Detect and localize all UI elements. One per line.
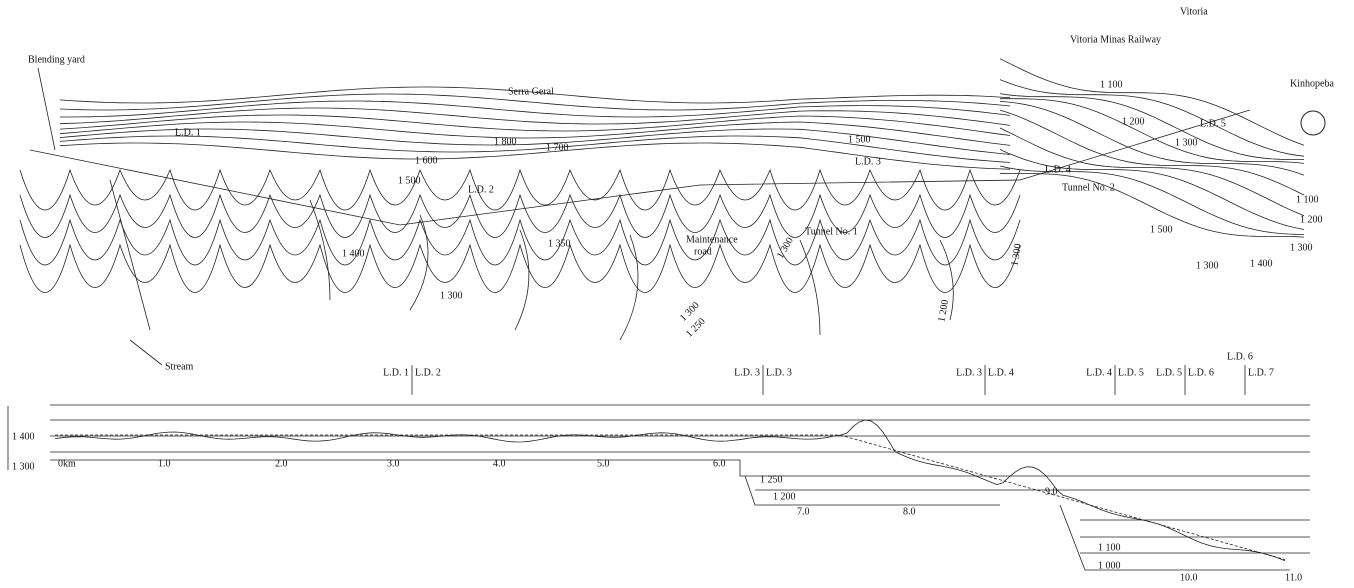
contour	[1000, 110, 1304, 195]
datum-step	[1060, 505, 1290, 570]
distance-label: 0km	[58, 458, 76, 469]
map-label: L.D. 5	[1200, 118, 1226, 129]
map-label: L.D. 3	[855, 156, 881, 167]
datum-step	[740, 460, 1310, 476]
map-label: 1 400	[342, 248, 365, 259]
distance-label: 10.0	[1180, 572, 1198, 583]
distance-label: 3.0	[387, 458, 400, 469]
marker-label: L.D. 1	[383, 367, 409, 378]
map-label: 1 200	[1300, 214, 1323, 225]
map-label: Vitoria	[1180, 6, 1208, 17]
contour	[20, 170, 1020, 210]
map-label: 1 300	[440, 290, 463, 301]
distance-label: 6.0	[713, 458, 726, 469]
contour-lines	[20, 59, 1325, 365]
leader	[130, 340, 162, 365]
map-page: Blending yard Serra Geral 1 800 1 700 1 600 1…	[0, 0, 1354, 588]
contour	[1000, 80, 1304, 157]
contour	[20, 195, 1020, 238]
elevation-label: 1 000	[1098, 560, 1121, 571]
contour	[60, 115, 1010, 136]
marker-label: L.D. 6	[1188, 367, 1214, 378]
distance-label: 5.0	[597, 458, 610, 469]
map-label: Blending yard	[28, 54, 85, 65]
map-label: 1 600	[415, 155, 438, 166]
marker-label: L.D. 6	[1227, 351, 1253, 362]
map-label: Stream	[165, 361, 194, 372]
map-label: Serra Geral	[508, 86, 554, 97]
marker-label: L.D. 2	[415, 367, 441, 378]
marker-label: L.D. 3	[956, 367, 982, 378]
distance-label: 7.0	[797, 506, 810, 517]
map-label: 1 300	[1175, 137, 1198, 148]
contour	[60, 101, 1010, 117]
contour	[20, 245, 1020, 293]
contour	[20, 220, 1020, 265]
distance-label: 4.0	[493, 458, 506, 469]
map-label: 1 200	[936, 299, 951, 323]
map-label: road	[694, 246, 712, 257]
map-label: L.D. 2	[468, 184, 494, 195]
map-label: 1 300	[775, 236, 796, 261]
leader	[38, 68, 55, 150]
contour	[1000, 99, 1304, 164]
elevation-label: 1 250	[760, 474, 783, 485]
map-label: 1 300	[1196, 260, 1219, 271]
stream	[620, 235, 638, 340]
marker-label: L.D. 3	[766, 367, 792, 378]
marker-label: L.D. 5	[1156, 367, 1182, 378]
map-label: 1 500	[398, 175, 421, 186]
distance-label: 2.0	[275, 458, 288, 469]
marker-label: L.D. 4	[1086, 367, 1112, 378]
map-label: 1 350	[548, 238, 571, 249]
elevation-label: 1 400	[12, 431, 35, 442]
map-label: Maintenance	[686, 234, 738, 245]
map-label: 1 100	[1100, 79, 1123, 90]
map-label: Tunnel No. 1	[805, 226, 858, 237]
distance-label: 11.0	[1285, 572, 1302, 583]
map-label: Vitoria Minas Railway	[1070, 34, 1161, 45]
distance-label: 9.0	[1045, 486, 1058, 497]
map-label: L.D. 1	[175, 127, 201, 138]
map-label: 1 400	[1250, 258, 1273, 269]
distance-label: 1.0	[158, 458, 171, 469]
map-label: 1 500	[848, 134, 871, 145]
map-label: 1 700	[546, 142, 569, 153]
elevation-label: 1 100	[1098, 542, 1121, 553]
conveyor-profile	[55, 435, 1285, 560]
map-label: Tunnel No. 2	[1062, 182, 1115, 193]
map-label: 1 200	[1122, 116, 1145, 127]
stream	[515, 230, 529, 330]
marker-label: L.D. 4	[988, 367, 1014, 378]
map-label: 1 300	[1009, 243, 1024, 267]
tank	[1301, 111, 1325, 135]
map-label: 1 500	[1150, 224, 1173, 235]
map-label: 1 300	[1290, 242, 1313, 253]
map-label: Kinhopeba	[1290, 78, 1334, 89]
map-label: L.D. 4	[1045, 164, 1071, 175]
contour	[1000, 59, 1304, 146]
marker-label: L.D. 7	[1248, 367, 1274, 378]
elevation-label: 1 300	[12, 461, 35, 472]
marker-label: L.D. 5	[1118, 367, 1144, 378]
distance-label: 8.0	[903, 506, 916, 517]
marker-label: L.D. 3	[734, 367, 760, 378]
elevation-label: 1 200	[773, 491, 796, 502]
stream	[410, 215, 428, 310]
map-label: 1 100	[1296, 194, 1319, 205]
map-label: 1 800	[494, 136, 517, 147]
profile: L.D. 1 L.D. 2 L.D. 3 L.D. 3 L.D. 3 L.D. 4 L.D.…	[8, 351, 1310, 583]
